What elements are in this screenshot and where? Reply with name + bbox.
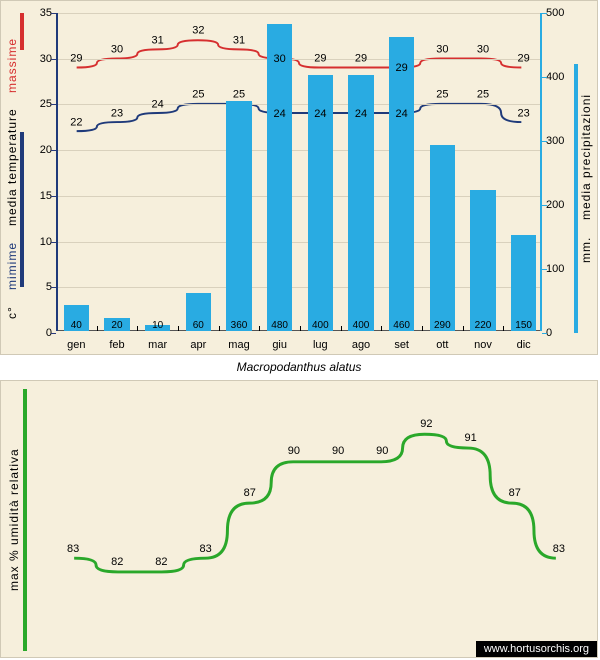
right-axis-labels: mm.media precipitazioni — [577, 1, 595, 356]
minime-value: 23 — [111, 107, 123, 119]
precip-bar: 220 — [470, 190, 495, 331]
precip-bar: 60 — [186, 293, 211, 331]
massime-value: 31 — [233, 34, 245, 46]
source-link[interactable]: www.hortusorchis.org — [476, 641, 597, 657]
line-overlay — [56, 13, 542, 349]
left-axis-labels: c°mimimemedia temperaturemassime — [3, 1, 21, 356]
humidity-value: 92 — [420, 418, 432, 430]
precip-value: 400 — [348, 320, 373, 331]
humidity-value: 83 — [553, 543, 565, 555]
massime-value: 29 — [355, 52, 367, 64]
precip-value: 150 — [511, 320, 536, 331]
massime-line — [77, 40, 522, 67]
top-plot-area: 051015202530350100200300400500genfebmara… — [56, 13, 542, 349]
humidity-value: 87 — [509, 487, 521, 499]
precip-value: 20 — [104, 320, 129, 331]
precip-value: 60 — [186, 320, 211, 331]
massime-value: 29 — [518, 52, 530, 64]
humidity-value: 83 — [67, 543, 79, 555]
humidity-value: 82 — [155, 557, 167, 569]
precip-bar: 480 — [267, 24, 292, 331]
humidity-chart-panel: max % umidità relativa 83 82 82 83 87 90 90 90 9… — [0, 380, 598, 658]
humidity-value: 91 — [464, 432, 476, 444]
massime-value: 29 — [314, 52, 326, 64]
minime-value: 25 — [477, 89, 489, 101]
massime-value: 30 — [272, 53, 288, 65]
precip-bar: 20 — [104, 318, 129, 331]
minime-value: 25 — [233, 89, 245, 101]
precip-value: 220 — [470, 320, 495, 331]
massime-value: 29 — [70, 52, 82, 64]
precip-value: 40 — [64, 320, 89, 331]
climate-chart-panel: c°mimimemedia temperaturemassime mm.medi… — [0, 0, 598, 355]
precip-value: 10 — [145, 320, 170, 331]
humidity-value: 87 — [244, 487, 256, 499]
precip-value: 480 — [267, 320, 292, 331]
precip-value: 360 — [226, 320, 251, 331]
massime-marker — [20, 13, 24, 50]
massime-value: 32 — [192, 25, 204, 37]
precip-bar: 290 — [430, 145, 455, 331]
massime-value: 30 — [436, 43, 448, 55]
humidity-axis-label: max % umidità relativa — [5, 381, 23, 659]
humidity-value: 90 — [376, 446, 388, 458]
minime-line — [77, 104, 522, 131]
minime-marker — [20, 132, 24, 287]
minime-value: 25 — [436, 89, 448, 101]
minime-value: 24 — [394, 108, 410, 120]
minime-value: 24 — [312, 108, 328, 120]
humidity-marker — [23, 389, 27, 651]
minime-value: 23 — [518, 107, 530, 119]
humidity-value: 90 — [288, 446, 300, 458]
minime-value: 24 — [353, 108, 369, 120]
humidity-line-overlay — [51, 393, 579, 627]
massime-value: 31 — [152, 34, 164, 46]
minime-value: 25 — [192, 89, 204, 101]
precip-bar: 40 — [64, 305, 89, 331]
massime-value: 30 — [477, 43, 489, 55]
precip-bar: 360 — [226, 101, 251, 331]
humidity-value: 83 — [199, 543, 211, 555]
precip-value: 400 — [308, 320, 333, 331]
massime-value: 30 — [111, 43, 123, 55]
humidity-line — [74, 434, 556, 572]
massime-value: 29 — [394, 62, 410, 74]
bottom-plot-area: 83 82 82 83 87 90 90 90 92 91 87 83 — [51, 393, 579, 627]
humidity-value: 82 — [111, 557, 123, 569]
precip-bar: 460 — [389, 37, 414, 331]
precip-value: 460 — [389, 320, 414, 331]
minime-value: 24 — [152, 98, 164, 110]
precip-bar: 150 — [511, 235, 536, 331]
minime-value: 24 — [272, 108, 288, 120]
minime-value: 22 — [70, 116, 82, 128]
precip-bar: 10 — [145, 325, 170, 331]
chart-caption: Macropodanthus alatus — [0, 355, 598, 380]
precip-value: 290 — [430, 320, 455, 331]
humidity-value: 90 — [332, 446, 344, 458]
